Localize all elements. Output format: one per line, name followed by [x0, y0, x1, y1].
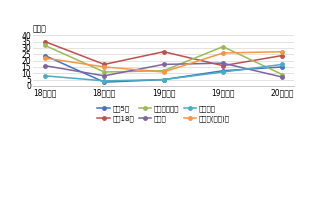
Legend: 都心5区, 周辺18区, その他東京圏, 大阪圏, 名古屋圏, その他(国内)等: 都心5区, 周辺18区, その他東京圏, 大阪圏, 名古屋圏, その他(国内)等	[96, 104, 231, 123]
周辺18区	[281, 54, 284, 57]
その他東京圏	[281, 73, 284, 76]
都心5区	[162, 78, 166, 81]
その他東京圏	[221, 45, 225, 48]
大阪圏	[162, 63, 166, 66]
その他東京圏	[162, 70, 166, 72]
Text: （件）: （件）	[33, 25, 47, 34]
周辺18区	[102, 63, 106, 66]
都心5区	[102, 81, 106, 83]
その他(国内)等	[43, 57, 47, 59]
都心5区	[43, 54, 47, 57]
その他東京圏	[43, 44, 47, 47]
大阪圏	[281, 76, 284, 78]
名古屋圏	[221, 71, 225, 73]
大阪圏	[102, 75, 106, 77]
周辺18区	[43, 40, 47, 43]
名古屋圏	[43, 75, 47, 77]
Line: 都心5区: 都心5区	[43, 54, 284, 84]
都心5区	[221, 70, 225, 72]
その他(国内)等	[162, 71, 166, 73]
名古屋圏	[102, 80, 106, 82]
Line: その他(国内)等: その他(国内)等	[43, 50, 284, 74]
Line: 大阪圏: 大阪圏	[43, 61, 284, 79]
大阪圏	[221, 62, 225, 64]
Line: 名古屋圏: 名古屋圏	[43, 63, 284, 83]
周辺18区	[162, 50, 166, 53]
Line: 周辺18区: 周辺18区	[43, 40, 284, 67]
名古屋圏	[162, 78, 166, 81]
その他(国内)等	[102, 66, 106, 68]
名古屋圏	[281, 63, 284, 66]
その他東京圏	[102, 71, 106, 73]
その他(国内)等	[281, 50, 284, 53]
その他(国内)等	[221, 52, 225, 54]
都心5区	[281, 66, 284, 68]
Line: その他東京圏: その他東京圏	[43, 44, 284, 76]
周辺18区	[221, 64, 225, 67]
大阪圏	[43, 64, 47, 67]
